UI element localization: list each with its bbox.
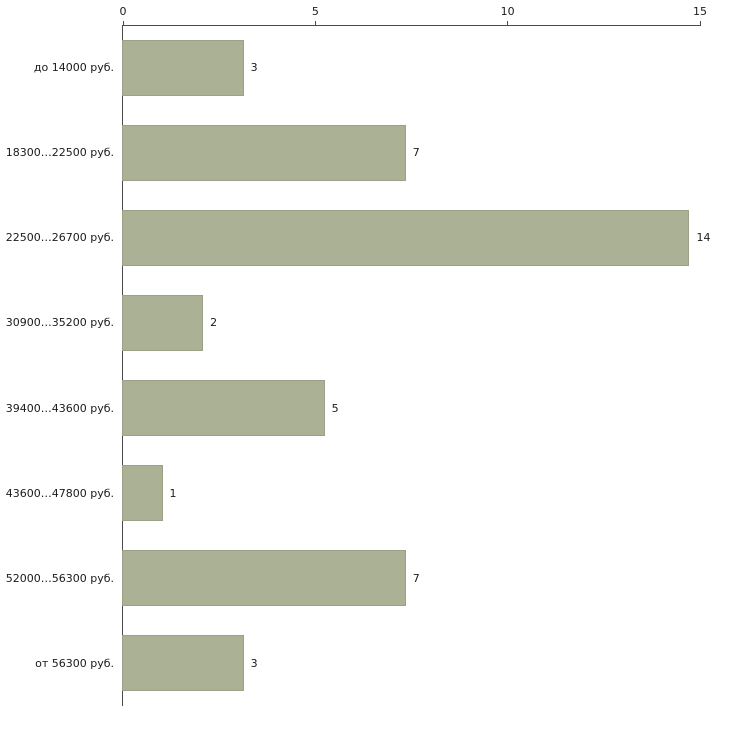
category-label: 52000…56300 руб.: [5, 571, 114, 585]
bar: [122, 39, 244, 96]
plot-area: 0 5 10 15: [120, 5, 707, 706]
x-axis-tick: [507, 21, 509, 26]
bar: [122, 380, 325, 437]
bar-track: 1: [122, 451, 730, 536]
bar-track: 7: [122, 536, 730, 621]
bar: [122, 294, 204, 351]
value-label: 7: [412, 571, 420, 585]
bar: [122, 550, 406, 607]
bar-track: 7: [122, 110, 730, 195]
bar: [122, 124, 406, 181]
value-label: 1: [169, 486, 177, 500]
chart-row: 18300…22500 руб. 7: [0, 110, 730, 195]
value-label: 5: [331, 401, 339, 415]
chart-row: от 56300 руб. 3: [0, 621, 730, 706]
category-label: 18300…22500 руб.: [5, 146, 114, 160]
bar-track: 2: [122, 280, 730, 365]
value-label: 3: [250, 61, 258, 75]
bar-track: 5: [122, 366, 730, 451]
chart-rows: до 14000 руб. 3 18300…22500 руб. 7 22500…267…: [0, 25, 730, 706]
value-label: 3: [250, 656, 258, 670]
value-label: 2: [210, 316, 218, 330]
category-label: 22500…26700 руб.: [5, 231, 114, 245]
chart-row: 52000…56300 руб. 7: [0, 536, 730, 621]
value-label: 7: [412, 146, 420, 160]
value-label: 14: [696, 231, 711, 245]
category-label: до 14000 руб.: [33, 61, 114, 75]
category-label: от 56300 руб.: [35, 656, 114, 670]
chart-row: до 14000 руб. 3: [0, 25, 730, 110]
bar: [122, 465, 163, 522]
bar-track: 3: [122, 621, 730, 706]
bar: [122, 209, 690, 266]
x-axis-tick: [699, 21, 701, 26]
chart-row: 43600…47800 руб. 1: [0, 451, 730, 536]
chart-row: 30900…35200 руб. 2: [0, 280, 730, 365]
x-axis-tick-label: 15: [693, 5, 707, 18]
x-axis-tick: [314, 21, 316, 26]
category-label: 30900…35200 руб.: [5, 316, 114, 330]
category-label: 43600…47800 руб.: [5, 486, 114, 500]
chart-row: 39400…43600 руб. 5: [0, 366, 730, 451]
x-axis-tick-label: 5: [311, 5, 319, 18]
x-axis-tick: [122, 21, 124, 26]
bar: [122, 635, 244, 692]
bar-track: 3: [122, 25, 730, 110]
chart-row: 22500…26700 руб. 14: [0, 195, 730, 280]
bar-track: 14: [122, 195, 730, 280]
x-axis-tick-label: 10: [500, 5, 515, 18]
category-label: 39400…43600 руб.: [5, 401, 114, 415]
x-axis-tick-label: 0: [119, 5, 127, 18]
